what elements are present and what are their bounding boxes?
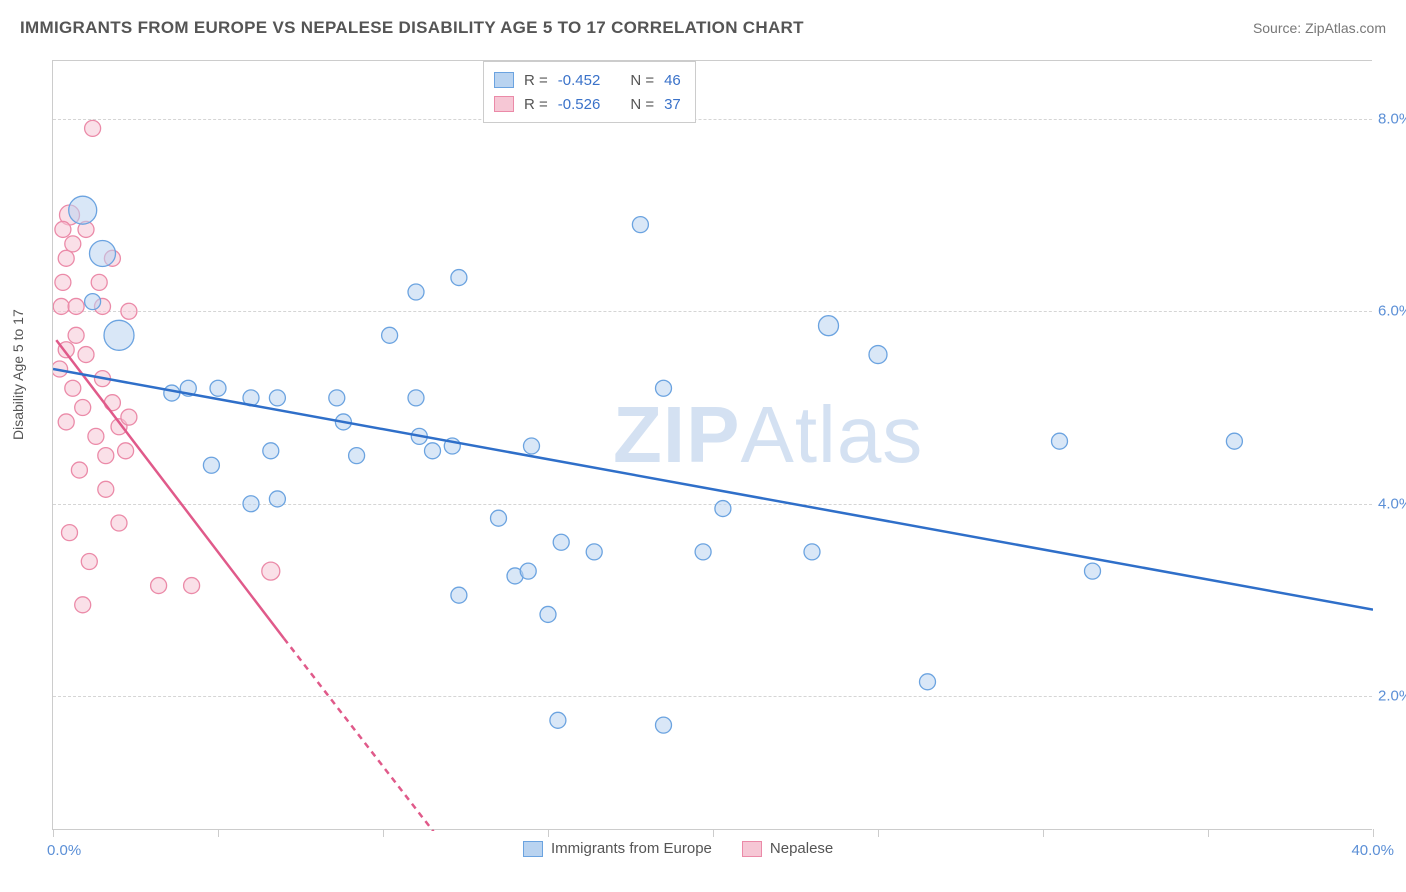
legend: Immigrants from Europe Nepalese: [523, 840, 833, 857]
legend-item-a: Immigrants from Europe: [523, 840, 712, 857]
stats-row-a: R = -0.452 N = 46: [494, 68, 681, 92]
data-point: [451, 270, 467, 286]
data-point: [75, 400, 91, 416]
data-point: [85, 294, 101, 310]
data-point: [451, 587, 467, 603]
n-value-a: 46: [664, 72, 681, 89]
data-point: [88, 428, 104, 444]
data-point: [104, 320, 134, 350]
y-axis-label: Disability Age 5 to 17: [10, 309, 26, 440]
data-point: [98, 448, 114, 464]
data-point: [78, 347, 94, 363]
data-point: [524, 438, 540, 454]
data-point: [65, 236, 81, 252]
legend-swatch-a: [523, 841, 543, 857]
swatch-b: [494, 96, 514, 112]
data-point: [269, 390, 285, 406]
data-point: [118, 443, 134, 459]
data-point: [920, 674, 936, 690]
data-point: [491, 510, 507, 526]
legend-swatch-b: [742, 841, 762, 857]
data-point: [382, 327, 398, 343]
data-point: [540, 606, 556, 622]
legend-label-a: Immigrants from Europe: [551, 840, 712, 857]
data-point: [90, 241, 116, 267]
data-point: [553, 534, 569, 550]
data-point: [111, 515, 127, 531]
data-point: [121, 409, 137, 425]
legend-label-b: Nepalese: [770, 840, 833, 857]
data-point: [184, 578, 200, 594]
x-min-label: 0.0%: [47, 842, 81, 859]
data-point: [85, 120, 101, 136]
y-tick-label: 8.0%: [1378, 110, 1406, 127]
data-point: [81, 554, 97, 570]
data-point: [203, 457, 219, 473]
x-max-label: 40.0%: [1351, 842, 1394, 859]
data-point: [550, 712, 566, 728]
data-point: [65, 380, 81, 396]
regression-line: [284, 639, 515, 832]
data-point: [75, 597, 91, 613]
data-point: [62, 525, 78, 541]
r-value-a: -0.452: [558, 72, 601, 89]
data-point: [1052, 433, 1068, 449]
source-label: Source: ZipAtlas.com: [1253, 20, 1386, 36]
data-point: [164, 385, 180, 401]
data-point: [349, 448, 365, 464]
data-point: [68, 298, 84, 314]
chart-title: IMMIGRANTS FROM EUROPE VS NEPALESE DISAB…: [20, 18, 804, 38]
data-point: [69, 196, 97, 224]
data-point: [263, 443, 279, 459]
data-point: [58, 250, 74, 266]
data-point: [329, 390, 345, 406]
stats-box: R = -0.452 N = 46 R = -0.526 N = 37: [483, 61, 696, 123]
legend-item-b: Nepalese: [742, 840, 833, 857]
data-point: [55, 221, 71, 237]
data-point: [121, 303, 137, 319]
data-point: [55, 274, 71, 290]
data-point: [210, 380, 226, 396]
data-point: [1085, 563, 1101, 579]
data-point: [269, 491, 285, 507]
data-point: [243, 496, 259, 512]
data-point: [58, 414, 74, 430]
data-point: [869, 346, 887, 364]
chart-area: ZIPAtlas R = -0.452 N = 46 R = -0.526 N …: [52, 60, 1372, 830]
n-value-b: 37: [664, 96, 681, 113]
data-point: [425, 443, 441, 459]
data-point: [804, 544, 820, 560]
data-point: [151, 578, 167, 594]
data-point: [656, 380, 672, 396]
r-value-b: -0.526: [558, 96, 601, 113]
data-point: [695, 544, 711, 560]
data-point: [632, 217, 648, 233]
y-tick-label: 6.0%: [1378, 303, 1406, 320]
data-point: [520, 563, 536, 579]
data-point: [408, 284, 424, 300]
data-point: [656, 717, 672, 733]
plot-svg: [53, 61, 1373, 831]
data-point: [91, 274, 107, 290]
y-tick-label: 4.0%: [1378, 495, 1406, 512]
data-point: [1226, 433, 1242, 449]
data-point: [819, 316, 839, 336]
data-point: [71, 462, 87, 478]
data-point: [408, 390, 424, 406]
data-point: [53, 298, 69, 314]
header: IMMIGRANTS FROM EUROPE VS NEPALESE DISAB…: [20, 18, 1386, 38]
swatch-a: [494, 72, 514, 88]
y-tick-label: 2.0%: [1378, 688, 1406, 705]
data-point: [586, 544, 602, 560]
stats-row-b: R = -0.526 N = 37: [494, 92, 681, 116]
data-point: [68, 327, 84, 343]
data-point: [262, 562, 280, 580]
regression-line: [53, 369, 1373, 610]
data-point: [98, 481, 114, 497]
data-point: [715, 501, 731, 517]
